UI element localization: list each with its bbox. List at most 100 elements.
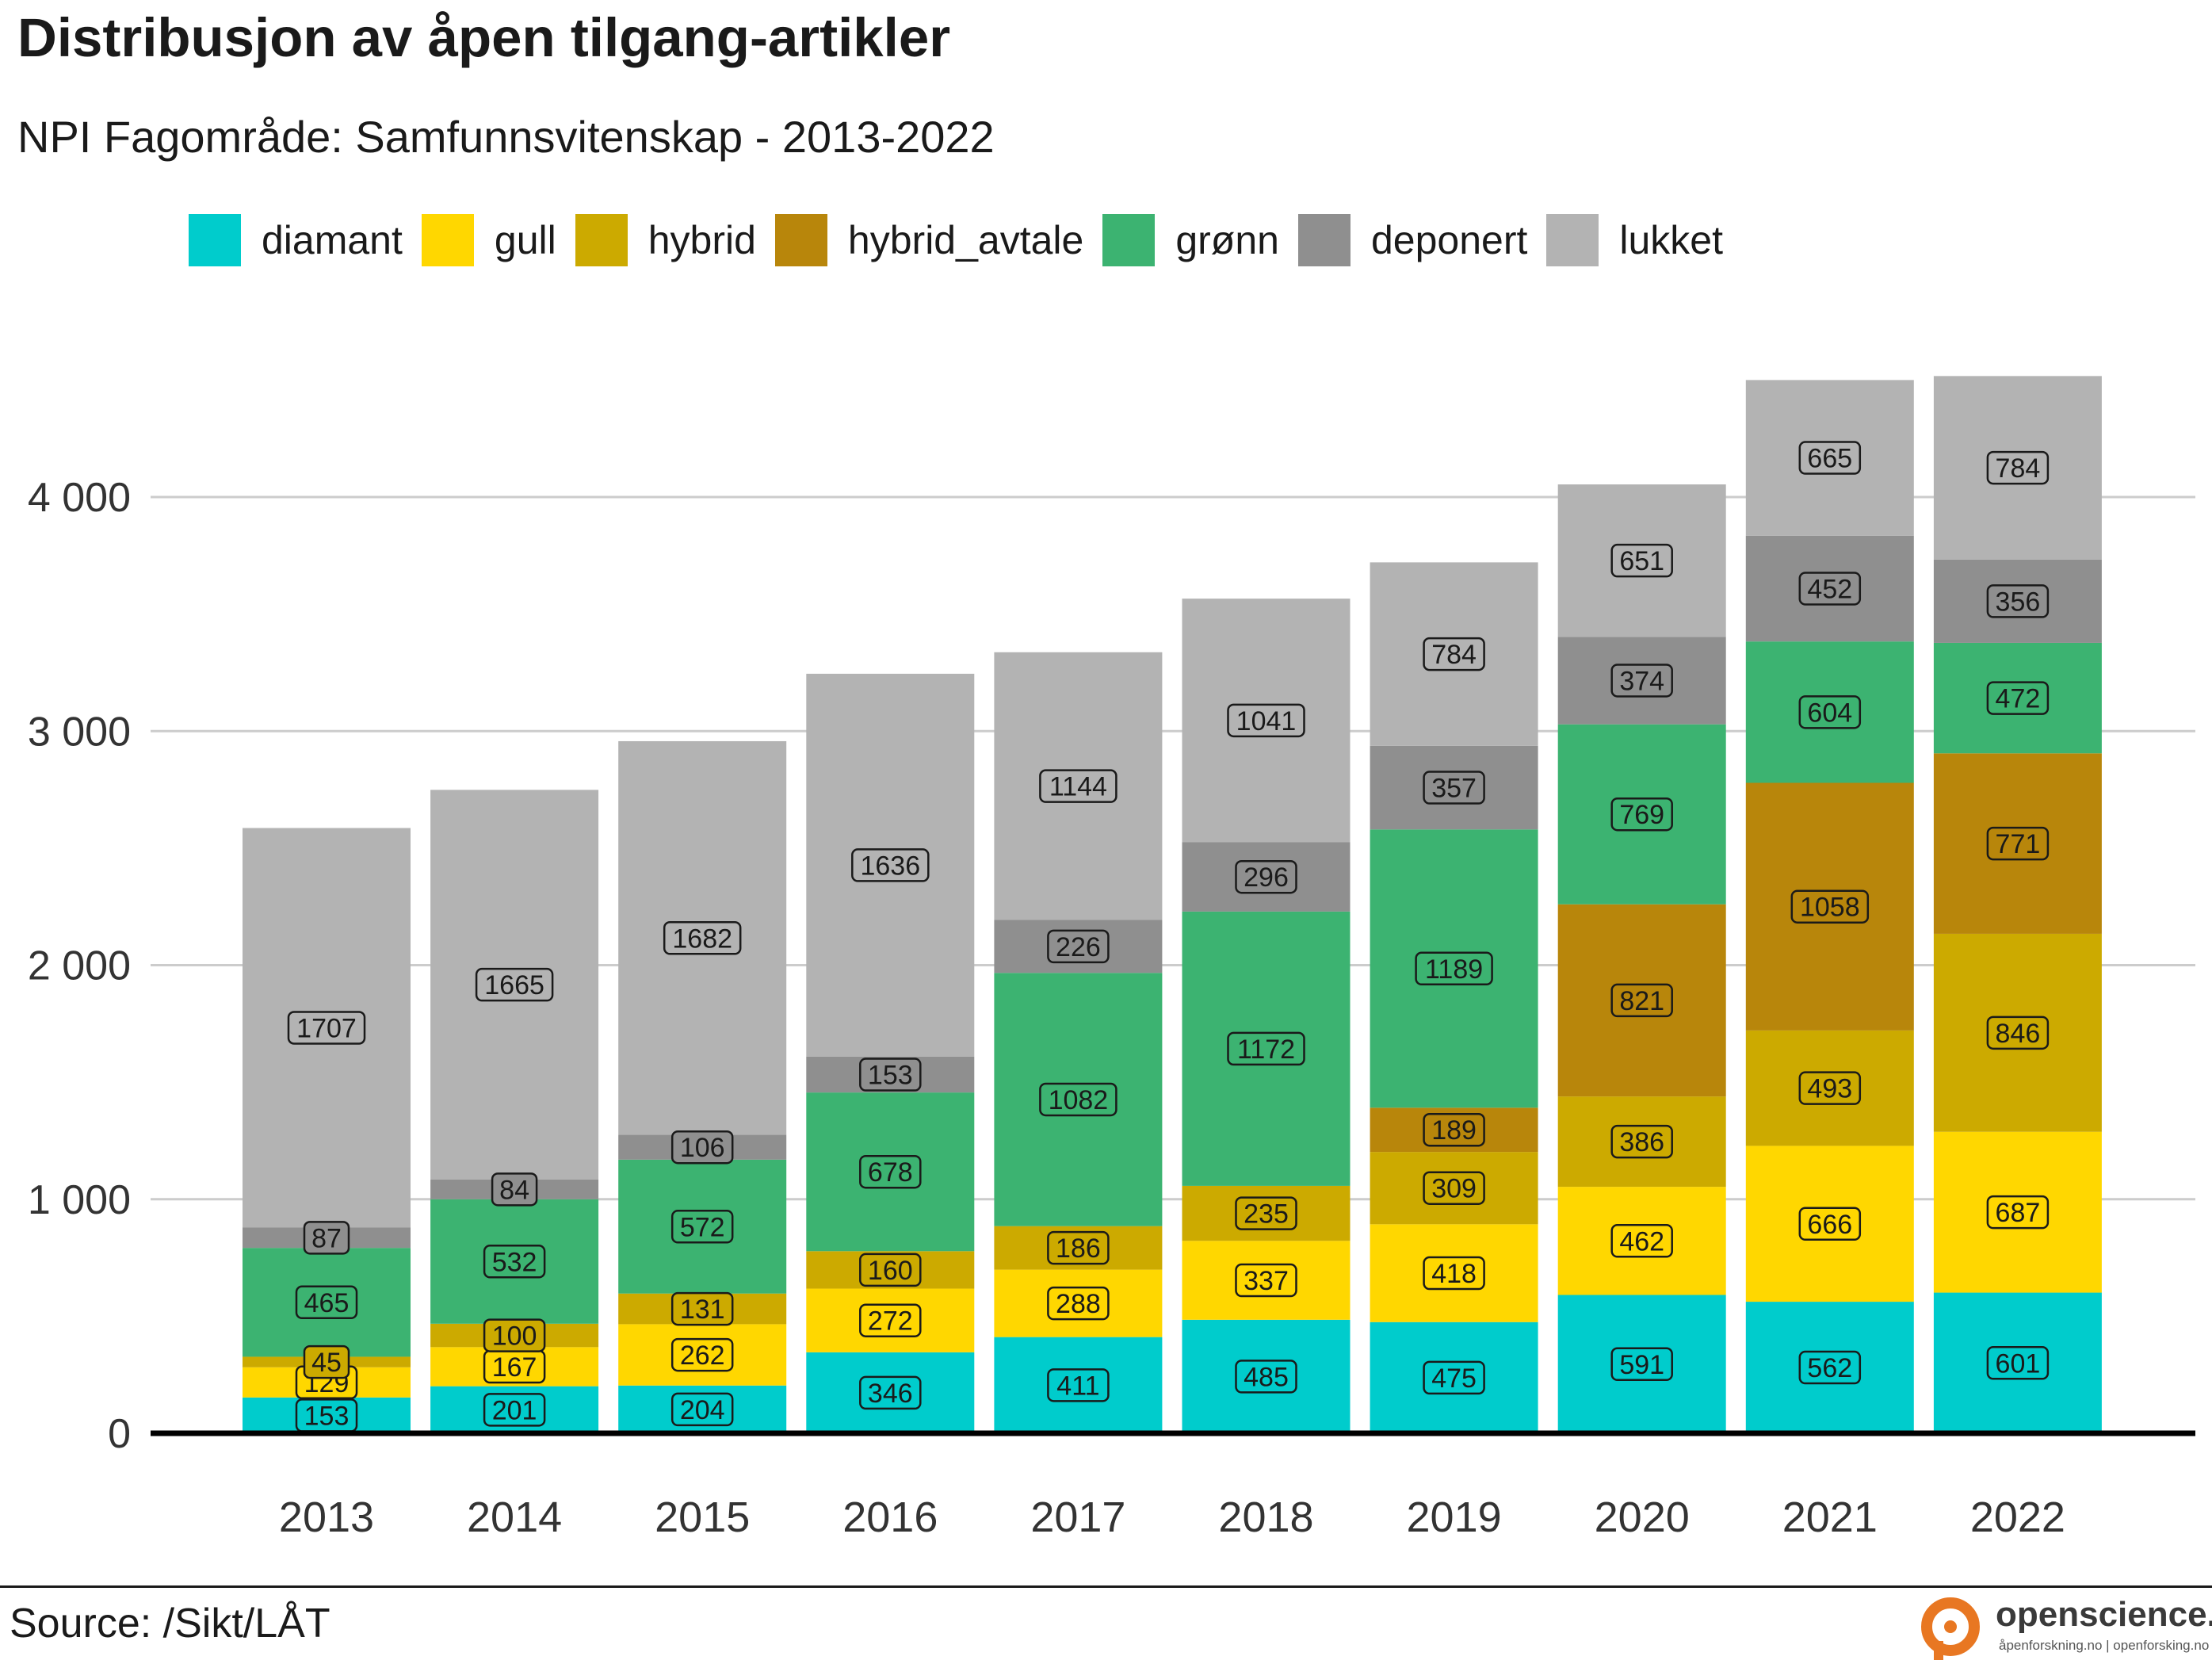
data-label-text: 769	[1619, 800, 1664, 830]
data-label-lukket-2019: 784	[1423, 637, 1485, 671]
data-label-box	[1423, 637, 1485, 671]
data-label-text: 1058	[1800, 893, 1860, 923]
data-label-text: 272	[868, 1306, 913, 1337]
data-label-text: 1189	[1425, 954, 1483, 985]
data-label-text: 189	[1431, 1115, 1477, 1146]
y-tick-label: 2 000	[28, 943, 131, 989]
data-label-box	[1610, 664, 1673, 698]
data-label-lukket-2017: 1144	[1039, 769, 1117, 803]
data-label-hybrid-2020: 386	[1610, 1124, 1673, 1159]
y-tick-label: 3 000	[28, 709, 131, 755]
x-axis-ticks: 2013 2014 2015 2016 2017 2018 2019 2020 2021 2022	[279, 1494, 2065, 1541]
data-label-text: 167	[492, 1352, 537, 1383]
data-label-hybrid-avtale-2022: 771	[1986, 826, 2050, 861]
data-label-box	[1423, 1256, 1485, 1291]
data-label-gull-2016: 272	[859, 1303, 922, 1337]
data-label-text: 651	[1619, 546, 1664, 576]
legend-item-diamant: diamant	[189, 214, 403, 266]
data-label-box	[1986, 450, 2050, 485]
data-label-box	[1610, 1224, 1673, 1258]
data-label-hybrid-2017: 186	[1047, 1230, 1110, 1265]
x-tick-label-2015: 2015	[655, 1494, 750, 1541]
data-label-diamant-2022: 601	[1986, 1346, 2050, 1380]
data-label-box	[1039, 1082, 1117, 1117]
data-label-text: 186	[1056, 1234, 1101, 1264]
data-label-box	[859, 1375, 922, 1410]
data-label-hybrid-2015: 131	[670, 1291, 734, 1326]
data-label-text: 201	[492, 1395, 537, 1425]
data-label-deponert-2022: 356	[1986, 584, 2050, 618]
data-label-diamant-2019: 475	[1423, 1360, 1485, 1395]
data-label-box	[483, 1318, 546, 1352]
data-label-text: 418	[1431, 1259, 1477, 1289]
legend: diamant gull hybrid hybrid_avtale grønn depon…	[189, 212, 1742, 268]
data-label-hybrid-2022: 846	[1986, 1016, 2050, 1050]
data-label-hybrid-2019: 309	[1423, 1171, 1485, 1205]
data-label-text: 604	[1807, 698, 1852, 728]
legend-item-gronn: grønn	[1102, 214, 1279, 266]
data-label-box	[1798, 695, 1862, 729]
data-label-text: 346	[868, 1379, 913, 1409]
data-label-text: 1682	[672, 924, 732, 954]
y-tick-label: 1 000	[28, 1177, 131, 1223]
data-label-box	[1610, 543, 1673, 578]
data-labels: 1531294546587170720116710053284166520426…	[287, 441, 2050, 1432]
data-label-text: 472	[1996, 684, 2041, 714]
data-label-deponert-2013: 87	[303, 1221, 350, 1255]
data-label-text: 374	[1619, 666, 1664, 696]
data-label-text: 678	[868, 1157, 913, 1188]
footer-divider	[0, 1585, 2212, 1588]
data-label-text: 45	[311, 1348, 342, 1378]
data-label-deponert-2014: 84	[491, 1172, 538, 1207]
data-label-lukket-2021: 665	[1798, 441, 1862, 475]
data-label-deponert-2018: 296	[1235, 859, 1297, 894]
data-label-box	[1227, 703, 1305, 738]
legend-key	[1297, 214, 1351, 266]
data-label-text: 687	[1996, 1198, 2041, 1228]
data-label-gull-2014: 167	[483, 1349, 546, 1384]
data-label-hybrid-2016: 160	[859, 1253, 922, 1287]
data-label-box	[1610, 983, 1673, 1018]
data-label-gull-2018: 337	[1235, 1263, 1297, 1298]
data-label-box	[475, 967, 554, 1002]
data-label-text: 1636	[860, 851, 920, 881]
data-label-lukket-2013: 1707	[287, 1011, 366, 1045]
data-label-box	[1610, 797, 1673, 832]
data-label-text: 846	[1996, 1019, 2041, 1049]
data-label-gull-2021: 666	[1798, 1207, 1862, 1241]
data-label-box	[670, 1130, 734, 1165]
data-label-hybrid-avtale-2021: 1058	[1790, 889, 1870, 924]
data-label-gull-2020: 462	[1610, 1224, 1673, 1258]
data-label-box	[1423, 1112, 1485, 1147]
data-label-text: 337	[1244, 1266, 1289, 1296]
data-label-deponert-2016: 153	[859, 1058, 922, 1092]
data-label-text: 84	[499, 1175, 529, 1205]
data-label-text: 1707	[296, 1013, 357, 1043]
legend-item-lukket: lukket	[1546, 214, 1723, 266]
data-label-gronn-2017: 1082	[1039, 1082, 1117, 1117]
data-label-text: 591	[1619, 1350, 1664, 1380]
source-note: Source: /Sikt/LÅT	[10, 1601, 330, 1647]
brand-tagline: åpenforskning.no | openforsking.no	[1999, 1638, 2210, 1653]
legend-key	[575, 214, 628, 266]
data-label-text: 452	[1807, 574, 1852, 604]
data-label-box	[670, 1392, 734, 1427]
data-label-box	[1235, 1360, 1297, 1394]
data-label-lukket-2014: 1665	[475, 967, 554, 1002]
data-label-text: 462	[1619, 1226, 1664, 1256]
data-label-hybrid-avtale-2019: 189	[1423, 1112, 1485, 1147]
data-label-box	[1047, 1368, 1110, 1402]
data-label-box	[859, 1303, 922, 1337]
data-label-lukket-2022: 784	[1986, 450, 2050, 485]
data-label-text: 666	[1807, 1210, 1852, 1240]
data-label-box	[295, 1285, 358, 1320]
y-tick-label: 0	[108, 1411, 131, 1457]
data-label-gull-2017: 288	[1047, 1286, 1110, 1321]
x-tick-label-2017: 2017	[1030, 1494, 1125, 1541]
data-label-text: 572	[680, 1212, 725, 1242]
x-tick-label-2014: 2014	[467, 1494, 562, 1541]
chart-subtitle: NPI Fagområde: Samfunnsvitenskap - 2013-…	[17, 112, 995, 162]
legend-label: hybrid	[648, 218, 756, 262]
data-label-text: 475	[1431, 1364, 1477, 1394]
data-label-text: 1144	[1049, 772, 1107, 802]
